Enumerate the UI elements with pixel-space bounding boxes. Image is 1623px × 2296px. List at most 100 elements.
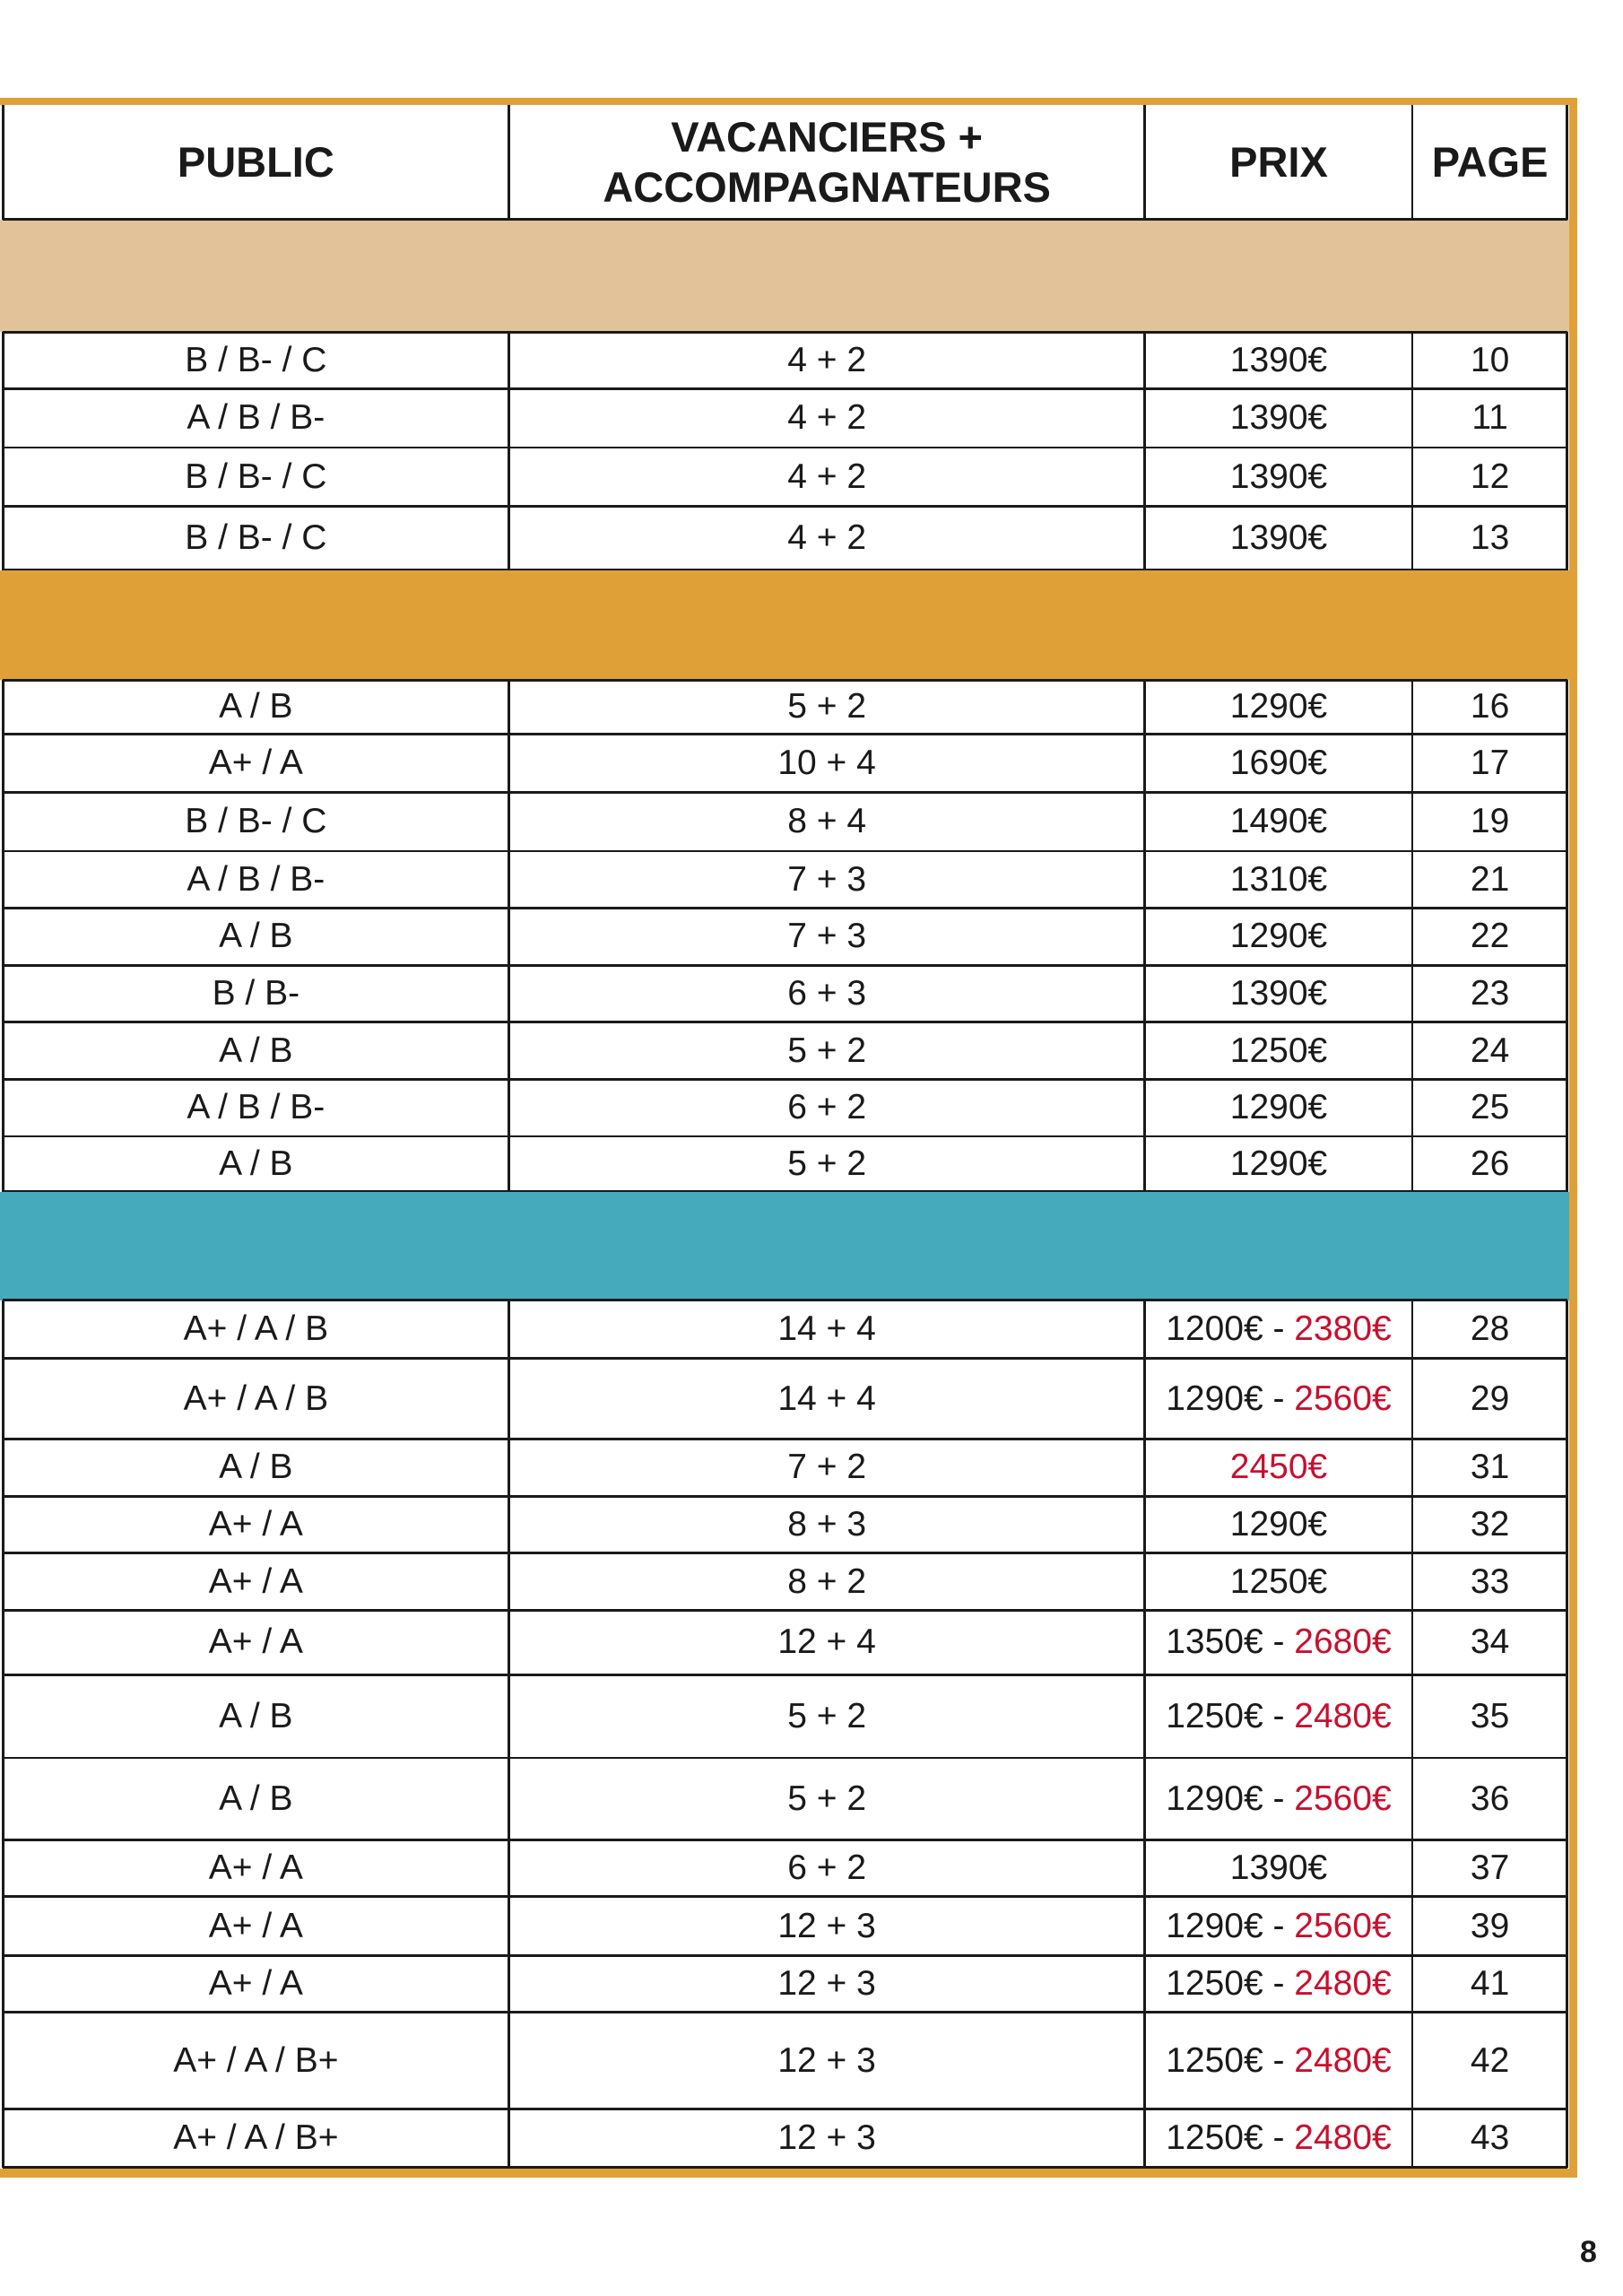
price-cell: 1250€ - 2480€ xyxy=(1145,1674,1412,1758)
price-low: 1200€ - xyxy=(1166,1309,1295,1349)
price-cell: 2450€ xyxy=(1145,1439,1412,1497)
price: 2450€ xyxy=(1230,1448,1327,1487)
column-divider xyxy=(507,680,510,1192)
public-cell: A / B / B- xyxy=(187,1088,325,1127)
page-number: 8 xyxy=(1580,2235,1597,2269)
page-cell: 16 xyxy=(1470,687,1510,726)
price-cell: 1290€ - 2560€ xyxy=(1145,1758,1412,1839)
page-cell: 11 xyxy=(1471,398,1508,438)
price-high: 2560€ xyxy=(1294,1378,1392,1418)
price: 1290€ - 2560€ xyxy=(1166,1779,1392,1819)
group-cell: 6 + 2 xyxy=(787,1848,867,1888)
public-cell: A+ / A / B+ xyxy=(173,2040,339,2080)
price-low: 1250€ - xyxy=(1166,1963,1295,2003)
row-divider xyxy=(3,330,1568,334)
price-cell: 1250€ - 2480€ xyxy=(1145,2013,1412,2109)
page-cell: 23 xyxy=(1470,974,1510,1013)
row-divider xyxy=(3,1357,1568,1361)
row-divider xyxy=(3,678,1568,682)
price: 1200€ - 2380€ xyxy=(1166,1309,1392,1349)
page-cell: 33 xyxy=(1470,1561,1510,1601)
row-divider xyxy=(3,907,1568,910)
page-cell: 41 xyxy=(1470,1963,1510,2003)
public-cell: A+ / A xyxy=(208,744,303,783)
public-cell: B / B- / C xyxy=(185,802,327,841)
price: 1390€ xyxy=(1230,457,1327,497)
row-divider xyxy=(3,1953,1568,1957)
column-header: PUBLIC xyxy=(177,137,334,186)
frame-bottom xyxy=(0,2169,1578,2178)
price: 1290€ xyxy=(1230,687,1327,726)
row-divider xyxy=(3,2166,1568,2170)
price-cell: 1250€ xyxy=(1145,1022,1412,1080)
column-header: VACANCIERS + ACCOMPAGNATEURS xyxy=(603,112,1051,211)
column-divider xyxy=(1566,680,1569,1192)
public-cell: B / B- / C xyxy=(185,340,327,379)
page-cell: 35 xyxy=(1470,1696,1510,1735)
row-divider xyxy=(3,1190,1568,1194)
price: 1290€ xyxy=(1230,1505,1327,1544)
price-cell: 1290€ xyxy=(1145,909,1412,966)
public-cell: A+ / A xyxy=(208,1963,303,2003)
public-cell: A / B / B- xyxy=(187,859,325,899)
price-cell: 1390€ xyxy=(1145,965,1412,1022)
column-divider xyxy=(1,105,4,220)
group-cell: 4 + 2 xyxy=(787,457,867,496)
price: 1290€ - 2560€ xyxy=(1166,1379,1392,1419)
group-cell: 5 + 2 xyxy=(787,1144,867,1183)
price-low: 1390€ xyxy=(1229,340,1328,379)
price-high: 2560€ xyxy=(1294,1906,1392,1945)
page-cell: 26 xyxy=(1470,1144,1510,1183)
row-divider xyxy=(3,2107,1568,2110)
price-cell: 1390€ xyxy=(1145,332,1412,389)
price-cell: 1390€ xyxy=(1145,1839,1412,1897)
group-cell: 5 + 2 xyxy=(787,687,867,726)
column-divider xyxy=(1410,105,1414,220)
price-cell: 1310€ xyxy=(1145,851,1412,909)
price: 1250€ - 2480€ xyxy=(1166,2118,1392,2158)
row-divider xyxy=(3,218,1568,222)
price-low: 1390€ xyxy=(1229,1848,1328,1888)
column-divider xyxy=(1566,105,1569,220)
row-divider xyxy=(3,791,1568,795)
page-cell: 29 xyxy=(1470,1378,1510,1418)
group-cell: 14 + 4 xyxy=(777,1378,876,1418)
column-divider xyxy=(1410,680,1414,1192)
public-cell: A / B xyxy=(219,917,293,956)
price-high: 2480€ xyxy=(1294,2040,1392,2080)
column-header: PRIX xyxy=(1229,137,1328,186)
public-cell: A+ / A / B+ xyxy=(173,2118,339,2157)
page-cell: 25 xyxy=(1470,1088,1510,1127)
price-cell: 1350€ - 2680€ xyxy=(1145,1610,1412,1674)
group-cell: 5 + 2 xyxy=(787,1779,867,1818)
price-low: 1290€ - xyxy=(1166,1906,1295,1945)
column-divider xyxy=(1566,1300,1569,2168)
public-cell: A / B xyxy=(219,1448,293,1487)
page-cell: 31 xyxy=(1470,1448,1510,1487)
public-cell: B / B- / C xyxy=(185,518,327,558)
page-cell: 21 xyxy=(1470,859,1510,899)
price-cell: 1290€ xyxy=(1145,1496,1412,1553)
column-divider xyxy=(1,1300,4,2168)
frame-right xyxy=(1568,98,1578,2178)
price: 1250€ xyxy=(1230,1562,1327,1602)
public-cell: A+ / A xyxy=(208,1848,303,1888)
price-cell: 1390€ xyxy=(1145,389,1412,448)
price: 1250€ xyxy=(1230,1031,1327,1071)
row-divider xyxy=(3,1494,1568,1498)
group-cell: 8 + 3 xyxy=(787,1504,867,1544)
page-cell: 19 xyxy=(1470,802,1510,841)
public-cell: A+ / A xyxy=(208,1504,303,1544)
page-cell: 42 xyxy=(1470,2040,1510,2080)
row-divider xyxy=(3,849,1568,853)
group-cell: 5 + 2 xyxy=(787,1696,867,1735)
column-divider xyxy=(1410,1300,1414,2168)
price-low: 1690€ xyxy=(1229,744,1328,783)
group-cell: 10 + 4 xyxy=(777,744,876,783)
row-divider xyxy=(3,1895,1568,1899)
price-low: 1290€ xyxy=(1229,917,1328,956)
row-divider xyxy=(3,1077,1568,1081)
price-high: 2450€ xyxy=(1229,1448,1328,1487)
price-low: 1390€ xyxy=(1229,518,1328,558)
